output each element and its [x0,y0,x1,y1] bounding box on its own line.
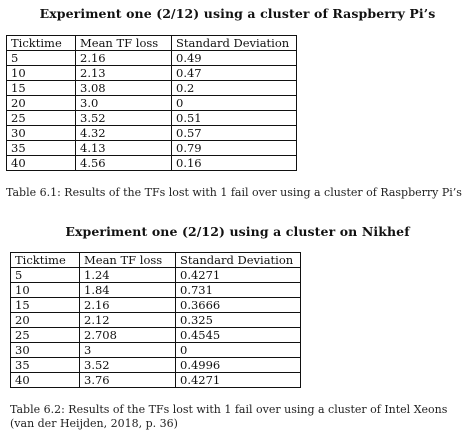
cell-ticktime: 40 [10,372,80,388]
table-row: 20 3.0 0 [6,95,297,111]
cell-mean-tf-loss: 2.708 [79,327,176,343]
table-row: 30 4.32 0.57 [6,125,297,141]
cell-ticktime: 10 [10,282,80,298]
cell-standard-deviation: 0.3666 [175,297,301,313]
cell-standard-deviation: 0.731 [175,282,301,298]
table-row: 40 3.76 0.4271 [10,372,301,388]
table-row: 30 3 0 [10,342,301,358]
column-header-mean-tf-loss: Mean TF loss [75,35,172,51]
cell-standard-deviation: 0.4545 [175,327,301,343]
table-row: 35 4.13 0.79 [6,140,297,156]
table-row: 15 3.08 0.2 [6,80,297,96]
cell-standard-deviation: 0.4996 [175,357,301,373]
cell-mean-tf-loss: 3.0 [75,95,172,111]
cell-standard-deviation: 0.4271 [175,372,301,388]
table-row: 25 2.708 0.4545 [10,327,301,343]
cell-standard-deviation: 0.79 [171,140,297,156]
experiment2-caption: Table 6.2: Results of the TFs lost with … [10,403,448,430]
cell-ticktime: 35 [6,140,76,156]
cell-ticktime: 25 [6,110,76,126]
cell-mean-tf-loss: 2.16 [79,297,176,313]
table-row: 20 2.12 0.325 [10,312,301,328]
experiment1-table: Ticktime Mean TF loss Standard Deviation… [6,35,297,171]
cell-standard-deviation: 0.49 [171,50,297,66]
cell-mean-tf-loss: 1.24 [79,267,176,283]
cell-ticktime: 20 [10,312,80,328]
column-header-ticktime: Ticktime [10,252,80,268]
table-row: 40 4.56 0.16 [6,155,297,171]
cell-mean-tf-loss: 2.12 [79,312,176,328]
experiment2-table: Ticktime Mean TF loss Standard Deviation… [10,252,301,388]
table-row: 5 2.16 0.49 [6,50,297,66]
cell-mean-tf-loss: 3.76 [79,372,176,388]
cell-ticktime: 30 [10,342,80,358]
cell-standard-deviation: 0 [175,342,301,358]
column-header-standard-deviation: Standard Deviation [171,35,297,51]
cell-standard-deviation: 0.51 [171,110,297,126]
cell-ticktime: 5 [6,50,76,66]
cell-standard-deviation: 0.4271 [175,267,301,283]
table-row: 25 3.52 0.51 [6,110,297,126]
table-row: 35 3.52 0.4996 [10,357,301,373]
cell-ticktime: 20 [6,95,76,111]
column-header-standard-deviation: Standard Deviation [175,252,301,268]
cell-mean-tf-loss: 4.32 [75,125,172,141]
cell-ticktime: 40 [6,155,76,171]
cell-standard-deviation: 0.2 [171,80,297,96]
cell-ticktime: 15 [6,80,76,96]
table-header-row: Ticktime Mean TF loss Standard Deviation [6,35,297,51]
cell-mean-tf-loss: 2.13 [75,65,172,81]
table-row: 10 2.13 0.47 [6,65,297,81]
experiment1-caption: Table 6.1: Results of the TFs lost with … [6,186,462,199]
table-body: 5 2.16 0.49 10 2.13 0.47 15 3.08 0.2 20 … [6,50,297,171]
cell-standard-deviation: 0 [171,95,297,111]
cell-ticktime: 30 [6,125,76,141]
cell-mean-tf-loss: 4.56 [75,155,172,171]
cell-mean-tf-loss: 2.16 [75,50,172,66]
cell-standard-deviation: 0.47 [171,65,297,81]
table-row: 10 1.84 0.731 [10,282,301,298]
table-row: 15 2.16 0.3666 [10,297,301,313]
table-header-row: Ticktime Mean TF loss Standard Deviation [10,252,301,268]
cell-mean-tf-loss: 3.08 [75,80,172,96]
cell-ticktime: 35 [10,357,80,373]
cell-standard-deviation: 0.16 [171,155,297,171]
cell-ticktime: 15 [10,297,80,313]
cell-standard-deviation: 0.325 [175,312,301,328]
experiment1-heading: Experiment one (2/12) using a cluster of… [39,6,436,21]
column-header-ticktime: Ticktime [6,35,76,51]
cell-ticktime: 10 [6,65,76,81]
experiment2-heading: Experiment one (2/12) using a cluster on… [65,224,410,239]
cell-mean-tf-loss: 3.52 [79,357,176,373]
cell-mean-tf-loss: 3.52 [75,110,172,126]
column-header-mean-tf-loss: Mean TF loss [79,252,176,268]
cell-mean-tf-loss: 3 [79,342,176,358]
table-row: 5 1.24 0.4271 [10,267,301,283]
cell-mean-tf-loss: 4.13 [75,140,172,156]
table-body: 5 1.24 0.4271 10 1.84 0.731 15 2.16 0.36… [10,267,301,388]
cell-ticktime: 25 [10,327,80,343]
cell-ticktime: 5 [10,267,80,283]
cell-standard-deviation: 0.57 [171,125,297,141]
cell-mean-tf-loss: 1.84 [79,282,176,298]
